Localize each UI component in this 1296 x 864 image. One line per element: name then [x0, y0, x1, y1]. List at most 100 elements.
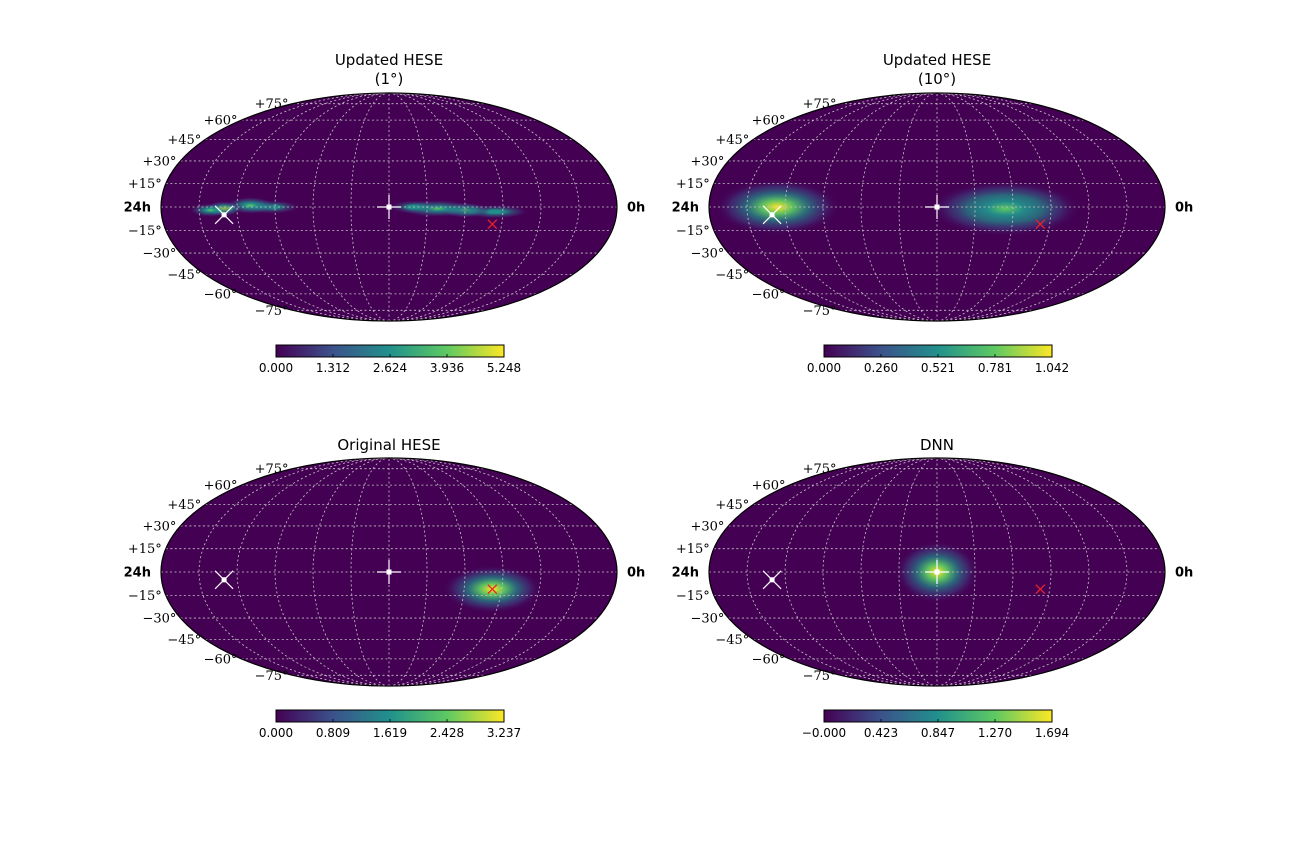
markers — [214, 560, 498, 595]
meridian-line — [936, 92, 1090, 322]
panel-title-line1: Updated HESE — [335, 51, 443, 69]
lat-label-p60: +60° — [752, 114, 786, 129]
graticule — [709, 457, 1165, 687]
colorbar-tick-label: 0.521 — [921, 361, 955, 375]
lat-label-m45: −45° — [715, 268, 749, 283]
lat-label-p75: +75° — [803, 462, 837, 477]
red-x-marker — [487, 584, 498, 595]
markers — [762, 560, 1046, 595]
lat-label-p15: +15° — [676, 177, 710, 192]
graticule — [161, 92, 617, 322]
lat-label-p30: +30° — [690, 154, 724, 169]
panel-title-line1: Updated HESE — [883, 51, 991, 69]
markers — [214, 195, 498, 230]
lat-label-m75: −75° — [255, 304, 289, 319]
meridian-line — [388, 92, 542, 322]
meridian-line — [860, 92, 938, 322]
meridian-line — [236, 92, 390, 322]
colorbar — [823, 344, 1053, 358]
center-cross-marker — [377, 560, 401, 584]
ra-label-left: 24h — [672, 201, 699, 216]
lat-label-p75: +75° — [255, 462, 289, 477]
meridian-line — [936, 457, 1014, 687]
meridian-line — [784, 92, 938, 322]
sky-map — [708, 92, 1166, 322]
lat-label-p15: +15° — [128, 542, 162, 557]
lat-label-p30: +30° — [142, 154, 176, 169]
colorbar-tick-label: −0.000 — [802, 726, 846, 740]
colorbar-tick-label: 0.809 — [316, 726, 350, 740]
sky-outline — [160, 457, 618, 687]
white-star-marker — [214, 570, 234, 590]
lat-label-p45: +45° — [715, 498, 749, 513]
lat-label-p60: +60° — [204, 479, 238, 494]
colorbar-tick-label: 3.237 — [487, 726, 521, 740]
lat-label-p15: +15° — [128, 177, 162, 192]
meridian-line — [236, 457, 390, 687]
colorbar-tick-label: 0.000 — [259, 726, 293, 740]
colorbar-tick-label: 1.312 — [316, 361, 350, 375]
meridian-line — [198, 457, 390, 687]
graticule — [161, 457, 617, 687]
axis-labels: +75° +60° +45° +30° +15° −15° −30° −45° … — [124, 97, 646, 319]
colorbar-tick-label: 3.936 — [430, 361, 464, 375]
meridian-line — [388, 457, 428, 687]
colorbar-tick-label: 0.000 — [259, 361, 293, 375]
lat-label-m30: −30° — [690, 612, 724, 627]
center-cross-marker — [925, 560, 949, 584]
meridian-line — [936, 92, 1014, 322]
lat-label-p75: +75° — [803, 97, 837, 112]
lat-label-m15: −15° — [676, 224, 710, 239]
red-x-marker — [487, 219, 498, 230]
ra-label-left: 24h — [672, 566, 699, 581]
hotspot — [930, 181, 1081, 237]
colorbar-tick-label: 2.624 — [373, 361, 407, 375]
red-x-marker — [1035, 584, 1046, 595]
lat-label-m15: −15° — [128, 224, 162, 239]
meridian-line — [198, 92, 390, 322]
panel-updated-hese-1deg: Updated HESE (1°) +75° +60° +45° +30° +1… — [124, 51, 646, 375]
ra-label-left: 24h — [124, 201, 151, 216]
meridian-line — [746, 92, 938, 322]
white-star-marker — [762, 570, 782, 590]
axis-labels: +75° +60° +45° +30° +15° −15° −30° −45° … — [672, 97, 1194, 319]
lat-label-p60: +60° — [752, 479, 786, 494]
lat-label-m30: −30° — [142, 247, 176, 262]
meridian-line — [784, 457, 938, 687]
sky-map — [708, 457, 1166, 687]
panel-title-line2: (10°) — [918, 70, 956, 88]
sky-outline — [708, 457, 1166, 687]
meridian-line — [936, 92, 1128, 322]
panel-updated-hese-10deg: Updated HESE (10°) +75° +60° +45° +30° +… — [672, 51, 1194, 375]
meridian-line — [936, 457, 976, 687]
meridian-line — [388, 457, 466, 687]
lat-label-m15: −15° — [676, 589, 710, 604]
ra-label-left: 24h — [124, 566, 151, 581]
markers — [762, 195, 1046, 230]
sky-map — [160, 457, 618, 687]
panel-title: DNN — [920, 436, 954, 454]
lat-label-m75: −75° — [803, 669, 837, 684]
colorbar-tick-label: 1.619 — [373, 726, 407, 740]
lat-label-m30: −30° — [690, 247, 724, 262]
sky-outline — [160, 92, 618, 322]
lat-label-p30: +30° — [142, 519, 176, 534]
lat-label-p30: +30° — [690, 519, 724, 534]
graticule — [709, 92, 1165, 322]
meridian-line — [936, 92, 976, 322]
lat-label-m75: −75° — [255, 669, 289, 684]
panel-title: Original HESE — [337, 436, 440, 454]
colorbar — [823, 709, 1053, 723]
colorbar-tick-label: 1.042 — [1035, 361, 1069, 375]
colorbar-tick-labels: 0.000 0.260 0.521 0.781 1.042 — [807, 361, 1069, 375]
colorbar-tick-labels: 0.000 0.809 1.619 2.428 3.237 — [259, 726, 521, 740]
meridian-line — [388, 92, 466, 322]
meridian-line — [860, 457, 938, 687]
lat-label-p45: +45° — [167, 133, 201, 148]
colorbar-tick-label: 0.847 — [921, 726, 955, 740]
sky-outline — [708, 92, 1166, 322]
lat-label-p75: +75° — [255, 97, 289, 112]
meridian-line — [388, 457, 580, 687]
lat-label-m75: −75° — [803, 304, 837, 319]
